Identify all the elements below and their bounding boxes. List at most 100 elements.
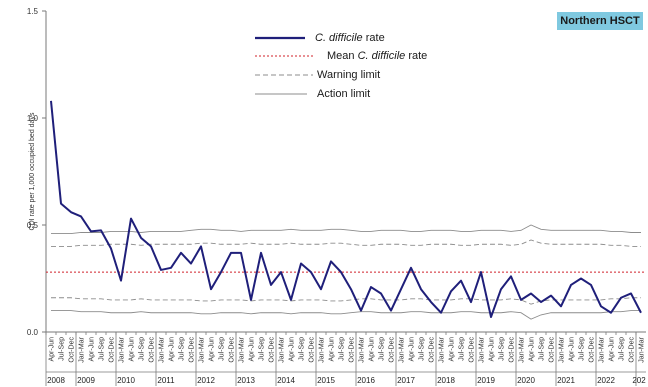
year-label-2010: 2010	[117, 376, 135, 385]
x-tick-label-33: Jul-Sep	[379, 337, 386, 361]
legend-rate-italic: C. difficile	[315, 32, 363, 44]
x-tick-label-38: Oct-Dec	[429, 337, 436, 363]
x-tick-label-0: Apr-Jun	[49, 337, 56, 362]
legend-label-rate: C. difficile rate	[315, 30, 385, 46]
x-tick-label-13: Jul-Sep	[179, 337, 186, 361]
x-tick-label-45: Jul-Sep	[499, 337, 506, 361]
legend-item-action: Action limit	[255, 86, 495, 102]
year-label-2017: 2017	[397, 376, 415, 385]
x-tick-label-4: Apr-Jun	[89, 337, 96, 362]
year-label-2021: 2021	[557, 376, 575, 385]
legend-label-mean: Mean C. difficile rate	[327, 48, 427, 64]
x-tick-label-22: Oct-Dec	[269, 337, 276, 363]
legend-swatch-rate	[255, 36, 305, 40]
legend-swatch-mean	[255, 55, 315, 57]
legend-item-rate: C. difficile rate	[255, 30, 495, 46]
legend-item-mean: Mean C. difficile rate	[255, 48, 495, 64]
x-tick-label-24: Apr-Jun	[289, 337, 296, 362]
x-tick-label-8: Apr-Jun	[129, 337, 136, 362]
y-tick-label-2: 1.0	[27, 114, 39, 123]
x-tick-label-3: Jan-Mar	[79, 336, 86, 362]
region-badge: Northern HSCT	[557, 12, 643, 30]
x-tick-label-39: Jan-Mar	[439, 336, 446, 362]
x-tick-label-16: Apr-Jun	[209, 337, 216, 362]
series-warning-lower	[51, 297, 641, 305]
x-tick-label-20: Apr-Jun	[249, 337, 256, 362]
year-label-2011: 2011	[157, 376, 175, 385]
year-label-202: 202	[632, 376, 646, 385]
x-tick-label-15: Jan-Mar	[199, 336, 206, 362]
x-tick-label-42: Oct-Dec	[469, 337, 476, 363]
x-tick-label-52: Apr-Jun	[569, 337, 576, 362]
x-tick-label-14: Oct-Dec	[189, 337, 196, 363]
year-label-2012: 2012	[197, 376, 215, 385]
x-tick-label-32: Apr-Jun	[369, 337, 376, 362]
legend-mean-rest: rate	[405, 50, 428, 62]
legend-mean-prefix: Mean	[327, 50, 358, 62]
series-action-lower	[51, 310, 641, 320]
x-tick-label-9: Jul-Sep	[139, 337, 146, 361]
legend-swatch-action	[255, 93, 307, 95]
x-tick-label-21: Jul-Sep	[259, 337, 266, 361]
legend-swatch-warning	[255, 74, 313, 76]
x-tick-label-1: Jul-Sep	[59, 337, 66, 361]
year-label-2013: 2013	[237, 376, 255, 385]
x-tick-label-10: Oct-Dec	[149, 337, 156, 363]
x-tick-label-5: Jul-Sep	[99, 337, 106, 361]
year-label-2016: 2016	[357, 376, 375, 385]
x-tick-label-53: Jul-Sep	[579, 337, 586, 361]
x-tick-label-31: Jan-Mar	[359, 336, 366, 362]
x-tick-label-51: Jan-Mar	[559, 336, 566, 362]
x-tick-label-58: Oct-Dec	[629, 337, 636, 363]
x-tick-label-49: Jul-Sep	[539, 337, 546, 361]
x-tick-label-59: Jan-Mar	[639, 336, 646, 362]
year-label-2019: 2019	[477, 376, 495, 385]
year-label-2014: 2014	[277, 376, 295, 385]
series-action-upper	[51, 224, 641, 235]
legend: C. difficile rate Mean C. difficile rate…	[255, 30, 455, 110]
legend-label-action: Action limit	[317, 88, 371, 100]
x-tick-label-12: Apr-Jun	[169, 337, 176, 362]
x-tick-label-28: Apr-Jun	[329, 337, 336, 362]
x-tick-label-18: Oct-Dec	[229, 337, 236, 363]
x-tick-label-36: Apr-Jun	[409, 337, 416, 362]
x-tick-label-17: Jul-Sep	[219, 337, 226, 361]
x-tick-label-30: Oct-Dec	[349, 337, 356, 363]
year-label-2009: 2009	[77, 376, 95, 385]
x-tick-label-35: Jan-Mar	[399, 336, 406, 362]
series-rate	[50, 100, 642, 319]
x-tick-label-34: Oct-Dec	[389, 337, 396, 363]
x-tick-label-44: Apr-Jun	[489, 337, 496, 362]
y-tick-label-1: 0.5	[27, 221, 39, 230]
x-tick-label-55: Jan-Mar	[599, 336, 606, 362]
legend-label-warning: Warning limit	[317, 69, 381, 81]
x-tick-label-47: Jan-Mar	[519, 336, 526, 362]
legend-item-warning: Warning limit	[255, 67, 495, 83]
x-tick-label-25: Jul-Sep	[299, 337, 306, 361]
year-label-2008: 2008	[47, 376, 65, 385]
y-tick-label-0: 0.0	[27, 328, 39, 337]
x-tick-label-54: Oct-Dec	[589, 337, 596, 363]
year-label-2018: 2018	[437, 376, 455, 385]
x-tick-label-7: Jan-Mar	[119, 336, 126, 362]
legend-rate-rest: rate	[362, 32, 385, 44]
x-tick-label-57: Jul-Sep	[619, 337, 626, 361]
x-tick-label-11: Jan-Mar	[159, 336, 166, 362]
x-tick-label-27: Jan-Mar	[319, 336, 326, 362]
series-warning-upper	[51, 239, 641, 247]
x-tick-label-37: Jul-Sep	[419, 337, 426, 361]
legend-mean-italic: C. difficile	[357, 50, 406, 62]
x-tick-label-56: Apr-Jun	[609, 337, 616, 362]
year-label-2020: 2020	[517, 376, 535, 385]
y-axis-label: CDI rate per 1,000 occupied bed days	[29, 112, 36, 230]
year-label-2022: 2022	[597, 376, 615, 385]
x-tick-label-48: Apr-Jun	[529, 337, 536, 362]
x-tick-label-43: Jan-Mar	[479, 336, 486, 362]
x-tick-label-40: Apr-Jun	[449, 337, 456, 362]
year-label-2015: 2015	[317, 376, 335, 385]
x-tick-label-26: Oct-Dec	[309, 337, 316, 363]
x-tick-label-6: Oct-Dec	[109, 337, 116, 363]
x-tick-label-19: Jan-Mar	[239, 336, 246, 362]
